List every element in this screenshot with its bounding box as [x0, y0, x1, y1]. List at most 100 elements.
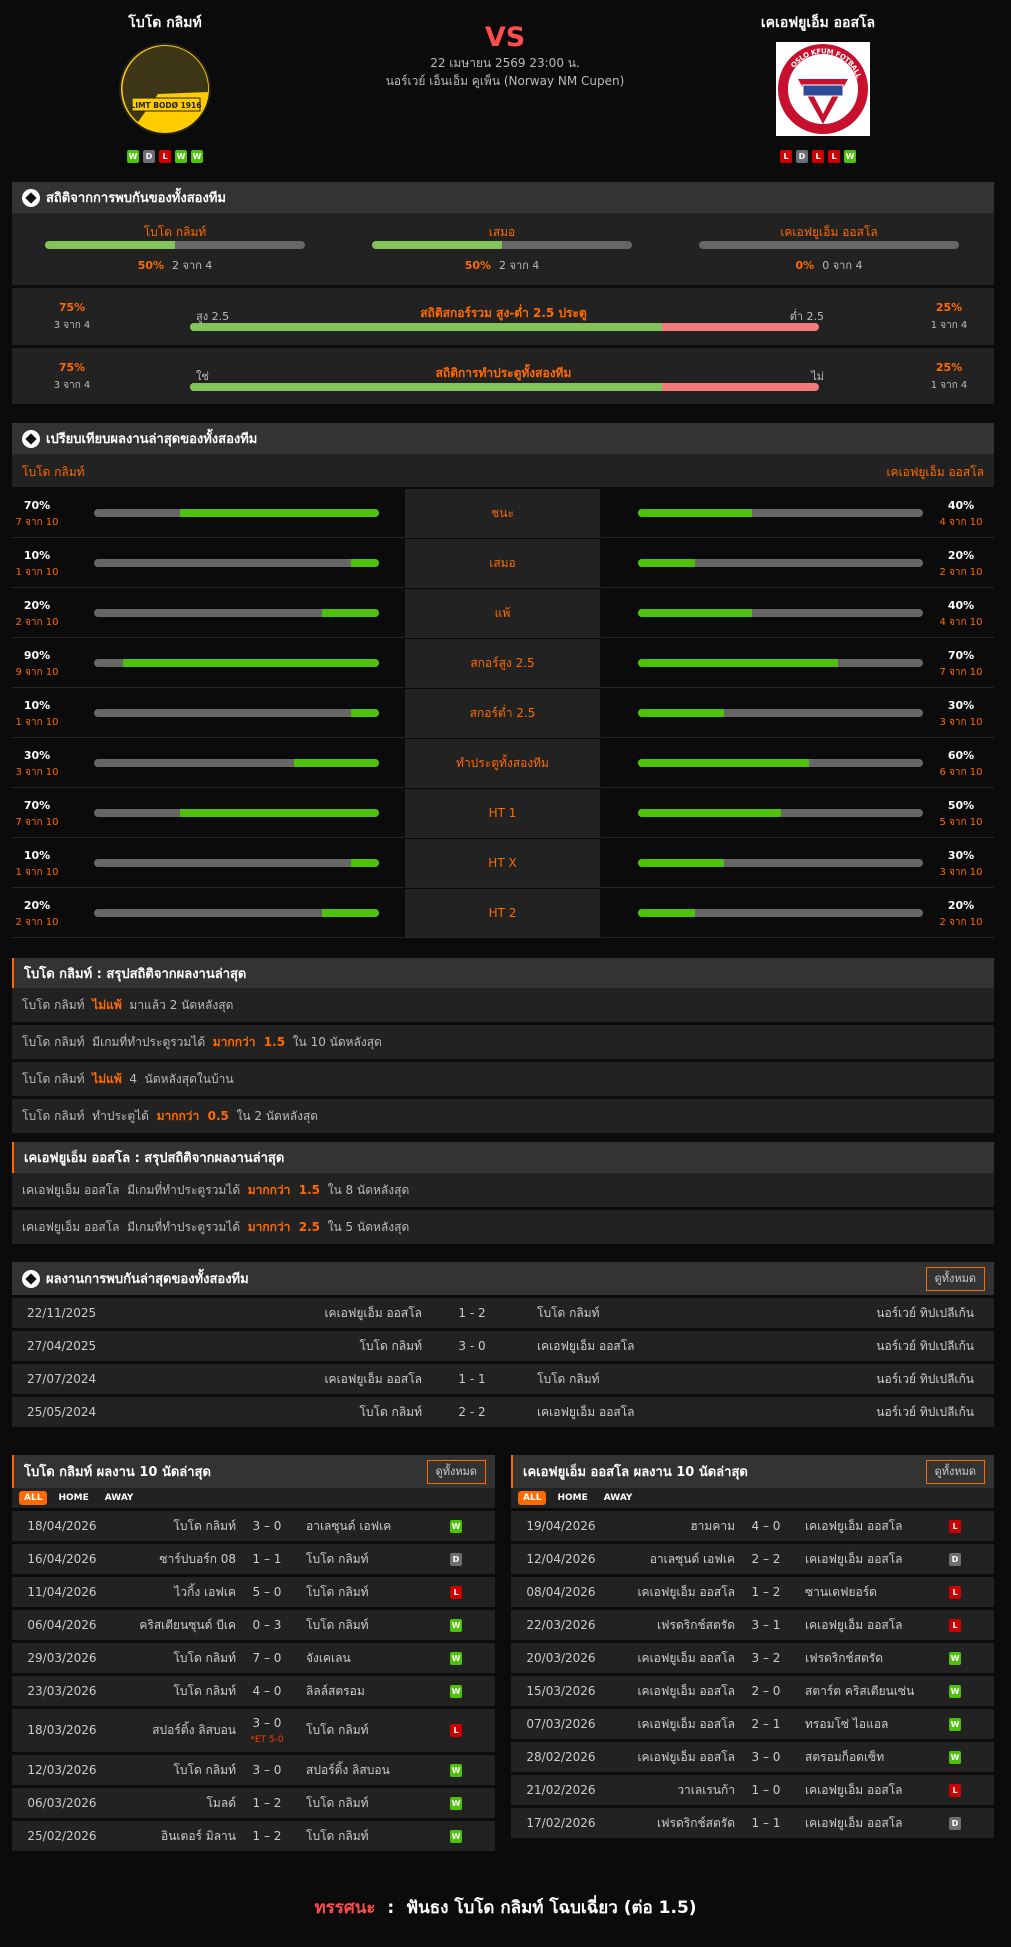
home-team[interactable]: โบโด กลิมท์	[173, 1763, 236, 1777]
away-team[interactable]: สตรอมก็อดเซ็ท	[805, 1750, 885, 1764]
home-team[interactable]: เคเอฟยูเอ็ม ออสโล	[637, 1651, 735, 1665]
form-match-row[interactable]: 06/04/2026 คริสเตียนซุนด์ บีเค 0 – 3 โบโด ก…	[12, 1610, 495, 1640]
home-team[interactable]: เฟรดริกช์สตรัด	[656, 1618, 735, 1632]
away-team[interactable]: ซานเดฟยอร์ด	[805, 1585, 877, 1599]
home-team[interactable]: เคเอฟยูเอ็ม ออสโล	[324, 1372, 422, 1386]
view-all-button[interactable]: ดูทั้งหมด	[925, 1266, 985, 1291]
form-match-row[interactable]: 06/03/2026 โมลด์ 1 – 2 โบโด กลิมท์ W	[12, 1788, 495, 1818]
away-team-name[interactable]: เคเอฟยูเอ็ม ออสโล	[760, 15, 876, 31]
away-team[interactable]: เคเอฟยูเอ็ม ออสโล	[537, 1405, 635, 1419]
tab-home[interactable]: HOME	[557, 1493, 588, 1503]
form-match-row[interactable]: 28/02/2026 เคเอฟยูเอ็ม ออสโล 3 – 0 สตรอมก็อ…	[511, 1742, 994, 1772]
home-team-logo[interactable]: LIMT BODØ 1916	[118, 42, 212, 136]
away-bar	[638, 609, 923, 617]
view-all-button[interactable]: ดูทั้งหมด	[426, 1459, 486, 1484]
home-team[interactable]: เคเอฟยูเอ็ม ออสโล	[637, 1684, 735, 1698]
away-frac: 2 จาก 10	[939, 567, 983, 578]
form-match-row[interactable]: 22/03/2026 เฟรดริกช์สตรัด 3 – 1 เคเอฟยูเอ็ม…	[511, 1610, 994, 1640]
left-label: สูง 2.5	[196, 310, 230, 323]
away-team[interactable]: ลิลล์สตรอม	[306, 1684, 365, 1698]
home-bar	[94, 709, 379, 717]
match-date: 15/03/2026	[526, 1684, 596, 1698]
home-team[interactable]: เคเอฟยูเอ็ม ออสโล	[637, 1750, 735, 1764]
section-title: โบโด กลิมท์ ผลงาน 10 นัดล่าสุด	[24, 1465, 211, 1480]
result-badge-W: W	[450, 1618, 462, 1632]
away-team[interactable]: เคเอฟยูเอ็ม ออสโล	[805, 1519, 903, 1533]
away-team[interactable]: เคเอฟยูเอ็ม ออสโล	[537, 1339, 635, 1353]
away-team[interactable]: ทรอมโซ่ ไอแอล	[805, 1717, 889, 1731]
away-team[interactable]: โบโด กลิมท์	[306, 1552, 369, 1566]
compare-row: 90% 9 จาก 10 สกอร์สูง 2.5 70% 7 จาก 10	[12, 639, 994, 688]
away-team[interactable]: โบโด กลิมท์	[306, 1723, 369, 1737]
h2h-match-row[interactable]: 27/04/2025 โบโด กลิมท์ 3 - 0 เคเอฟยูเอ็ม ออ…	[12, 1331, 994, 1361]
form-match-row[interactable]: 18/04/2026 โบโด กลิมท์ 3 – 0 อาเลซุนด์ เอฟเ…	[12, 1511, 495, 1541]
form-match-row[interactable]: 17/02/2026 เฟรดริกช์สตรัด 1 – 1 เคเอฟยูเอ็ม…	[511, 1808, 994, 1838]
home-team[interactable]: โมลด์	[206, 1796, 236, 1810]
away-team[interactable]: เฟรดริกช์สตรัด	[805, 1651, 884, 1665]
away-team[interactable]: สตาร์ต คริสเตียนเซ่น	[805, 1684, 915, 1698]
form-match-row[interactable]: 16/04/2026 ซาร์ปบอร์ก 08 1 – 1 โบโด กลิมท์ D	[12, 1544, 495, 1574]
home-team[interactable]: วาเลเรนก้า	[677, 1783, 735, 1797]
home-team[interactable]: อินเตอร์ มิลาน	[161, 1829, 236, 1843]
home-team[interactable]: เฟรดริกช์สตรัด	[656, 1816, 735, 1830]
form-match-row[interactable]: 12/04/2026 อาเลซุนด์ เอฟเค 2 – 2 เคเอฟยูเอ็…	[511, 1544, 994, 1574]
home-team[interactable]: ซาร์ปบอร์ก 08	[159, 1552, 236, 1566]
view-all-button[interactable]: ดูทั้งหมด	[925, 1459, 985, 1484]
away-team[interactable]: จังเคเลน	[306, 1651, 351, 1665]
form-match-row[interactable]: 21/02/2026 วาเลเรนก้า 1 – 0 เคเอฟยูเอ็ม ออส…	[511, 1775, 994, 1805]
h2h-match-row[interactable]: 22/11/2025 เคเอฟยูเอ็ม ออสโล 1 - 2 โบโด กลิ…	[12, 1298, 994, 1328]
home-team[interactable]: โบโด กลิมท์	[173, 1519, 236, 1533]
away-team[interactable]: อาเลซุนด์ เอฟเค	[306, 1519, 392, 1533]
home-team[interactable]: โบโด กลิมท์	[359, 1405, 422, 1419]
away-team[interactable]: เคเอฟยูเอ็ม ออสโล	[805, 1552, 903, 1566]
away-team[interactable]: โบโด กลิมท์	[306, 1585, 369, 1599]
compare-label-cell: สกอร์สูง 2.5	[405, 639, 600, 688]
home-team[interactable]: เคเอฟยูเอ็ม ออสโล	[324, 1306, 422, 1320]
match-date: 12/04/2026	[526, 1552, 596, 1566]
h2h-match-row[interactable]: 25/05/2024 โบโด กลิมท์ 2 - 2 เคเอฟยูเอ็ม ออ…	[12, 1397, 994, 1427]
tab-away[interactable]: AWAY	[104, 1493, 134, 1503]
home-team[interactable]: เคเอฟยูเอ็ม ออสโล	[637, 1585, 735, 1599]
home-team[interactable]: สปอร์ติ้ง ลิสบอน	[152, 1723, 236, 1737]
tab-away[interactable]: AWAY	[603, 1493, 633, 1503]
score: 1 – 2	[252, 1829, 282, 1843]
away-team[interactable]: โบโด กลิมท์	[306, 1618, 369, 1632]
home-team[interactable]: โบโด กลิมท์	[359, 1339, 422, 1353]
form-match-row[interactable]: 07/03/2026 เคเอฟยูเอ็ม ออสโล 2 – 1 ทรอมโซ่ …	[511, 1709, 994, 1739]
home-team[interactable]: เคเอฟยูเอ็ม ออสโล	[637, 1717, 735, 1731]
form-match-row[interactable]: 23/03/2026 โบโด กลิมท์ 4 – 0 ลิลล์สตรอม W	[12, 1676, 495, 1706]
away-team[interactable]: สปอร์ติ้ง ลิสบอน	[306, 1763, 390, 1777]
form-match-row[interactable]: 25/02/2026 อินเตอร์ มิลาน 1 – 2 โบโด กลิมท์…	[12, 1821, 495, 1851]
match-date: 22/03/2026	[526, 1618, 596, 1632]
away-team[interactable]: โบโด กลิมท์	[537, 1306, 600, 1320]
form-match-row[interactable]: 18/03/2026 สปอร์ติ้ง ลิสบอน 3 – 0 *ET 5-0 โบ…	[12, 1709, 495, 1752]
form-match-row[interactable]: 12/03/2026 โบโด กลิมท์ 3 – 0 สปอร์ติ้ง ลิสบ…	[12, 1755, 495, 1785]
match-date: 29/03/2026	[27, 1651, 97, 1665]
compare-row: 10% 1 จาก 10 สกอร์ต่ำ 2.5 30% 3 จาก 10	[12, 689, 994, 738]
home-team-name[interactable]: โบโด กลิมท์	[128, 15, 202, 31]
home-team[interactable]: ไวกิ้ง เอฟเค	[174, 1585, 236, 1599]
form-match-row[interactable]: 15/03/2026 เคเอฟยูเอ็ม ออสโล 2 – 0 สตาร์ต ค…	[511, 1676, 994, 1706]
form-match-row[interactable]: 20/03/2026 เคเอฟยูเอ็ม ออสโล 3 – 2 เฟรดริกช…	[511, 1643, 994, 1673]
h2h-match-row[interactable]: 27/07/2024 เคเอฟยูเอ็ม ออสโล 1 - 1 โบโด กลิ…	[12, 1364, 994, 1394]
tab-all[interactable]: ALL	[19, 1491, 48, 1505]
away-team-logo[interactable]: OSLO KFUM FOTBALL	[776, 42, 870, 136]
home-team[interactable]: อาเลซุนด์ เอฟเค	[649, 1552, 735, 1566]
away-team[interactable]: โบโด กลิมท์	[537, 1372, 600, 1386]
tab-all[interactable]: ALL	[518, 1491, 547, 1505]
form-match-row[interactable]: 19/04/2026 ฮามคาม 4 – 0 เคเอฟยูเอ็ม ออสโล L	[511, 1511, 994, 1541]
home-team[interactable]: โบโด กลิมท์	[173, 1651, 236, 1665]
home-team[interactable]: คริสเตียนซุนด์ บีเค	[139, 1618, 236, 1632]
form-table-header: โบโด กลิมท์ ผลงาน 10 นัดล่าสุด ดูทั้งหมด	[12, 1455, 495, 1488]
home-team[interactable]: ฮามคาม	[690, 1519, 735, 1533]
away-team[interactable]: โบโด กลิมท์	[306, 1796, 369, 1810]
away-team[interactable]: เคเอฟยูเอ็ม ออสโล	[805, 1618, 903, 1632]
tab-home[interactable]: HOME	[58, 1493, 89, 1503]
form-match-row[interactable]: 11/04/2026 ไวกิ้ง เอฟเค 5 – 0 โบโด กลิมท์ L	[12, 1577, 495, 1607]
home-team[interactable]: โบโด กลิมท์	[173, 1684, 236, 1698]
form-match-row[interactable]: 08/04/2026 เคเอฟยูเอ็ม ออสโล 1 – 2 ซานเดฟยอ…	[511, 1577, 994, 1607]
form-match-row[interactable]: 29/03/2026 โบโด กลิมท์ 7 – 0 จังเคเลน W	[12, 1643, 495, 1673]
away-team[interactable]: โบโด กลิมท์	[306, 1829, 369, 1843]
away-team[interactable]: เคเอฟยูเอ็ม ออสโล	[805, 1816, 903, 1830]
away-team[interactable]: เคเอฟยูเอ็ม ออสโล	[805, 1783, 903, 1797]
